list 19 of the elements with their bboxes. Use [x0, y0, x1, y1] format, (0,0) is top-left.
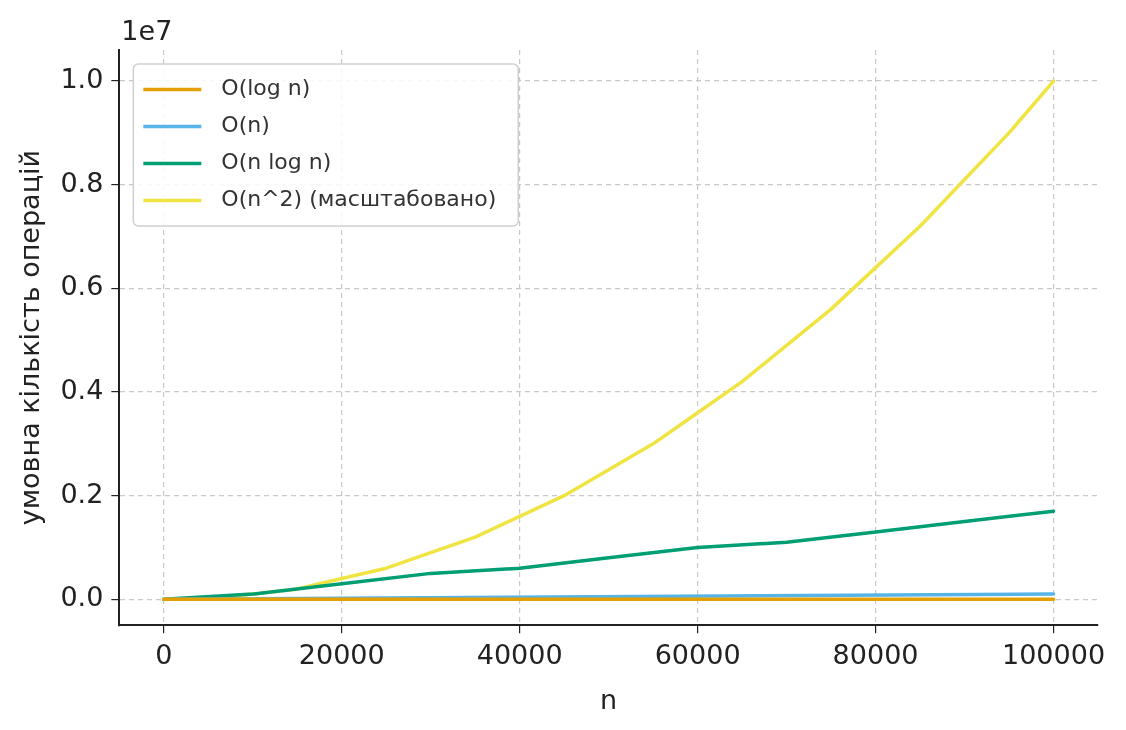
y-tick-label: 0.0: [60, 581, 104, 613]
y-tick-label: 0.2: [60, 477, 104, 509]
y-tick-label: 0.6: [60, 270, 104, 302]
legend-label: O(n^2) (масштабовано): [221, 186, 497, 212]
x-tick-label: 0: [155, 639, 173, 671]
x-tick-label: 80000: [832, 639, 919, 671]
y-axis-title: умовна кількість операцій: [14, 149, 46, 526]
x-axis-title: n: [600, 683, 618, 715]
x-tick-label: 40000: [476, 639, 563, 671]
y-tick-label: 0.4: [60, 374, 104, 406]
y-tick-label: 0.8: [60, 166, 104, 198]
text: 1e7: [121, 14, 173, 46]
legend-label: O(n): [221, 112, 270, 138]
x-tick-label: 20000: [298, 639, 385, 671]
legend-label: O(log n): [221, 75, 311, 101]
legend-label: O(n log n): [221, 149, 332, 175]
x-tick-label: 100000: [1001, 639, 1106, 671]
y-tick-label: 1.0: [60, 63, 104, 95]
x-tick-label: 60000: [654, 639, 741, 671]
